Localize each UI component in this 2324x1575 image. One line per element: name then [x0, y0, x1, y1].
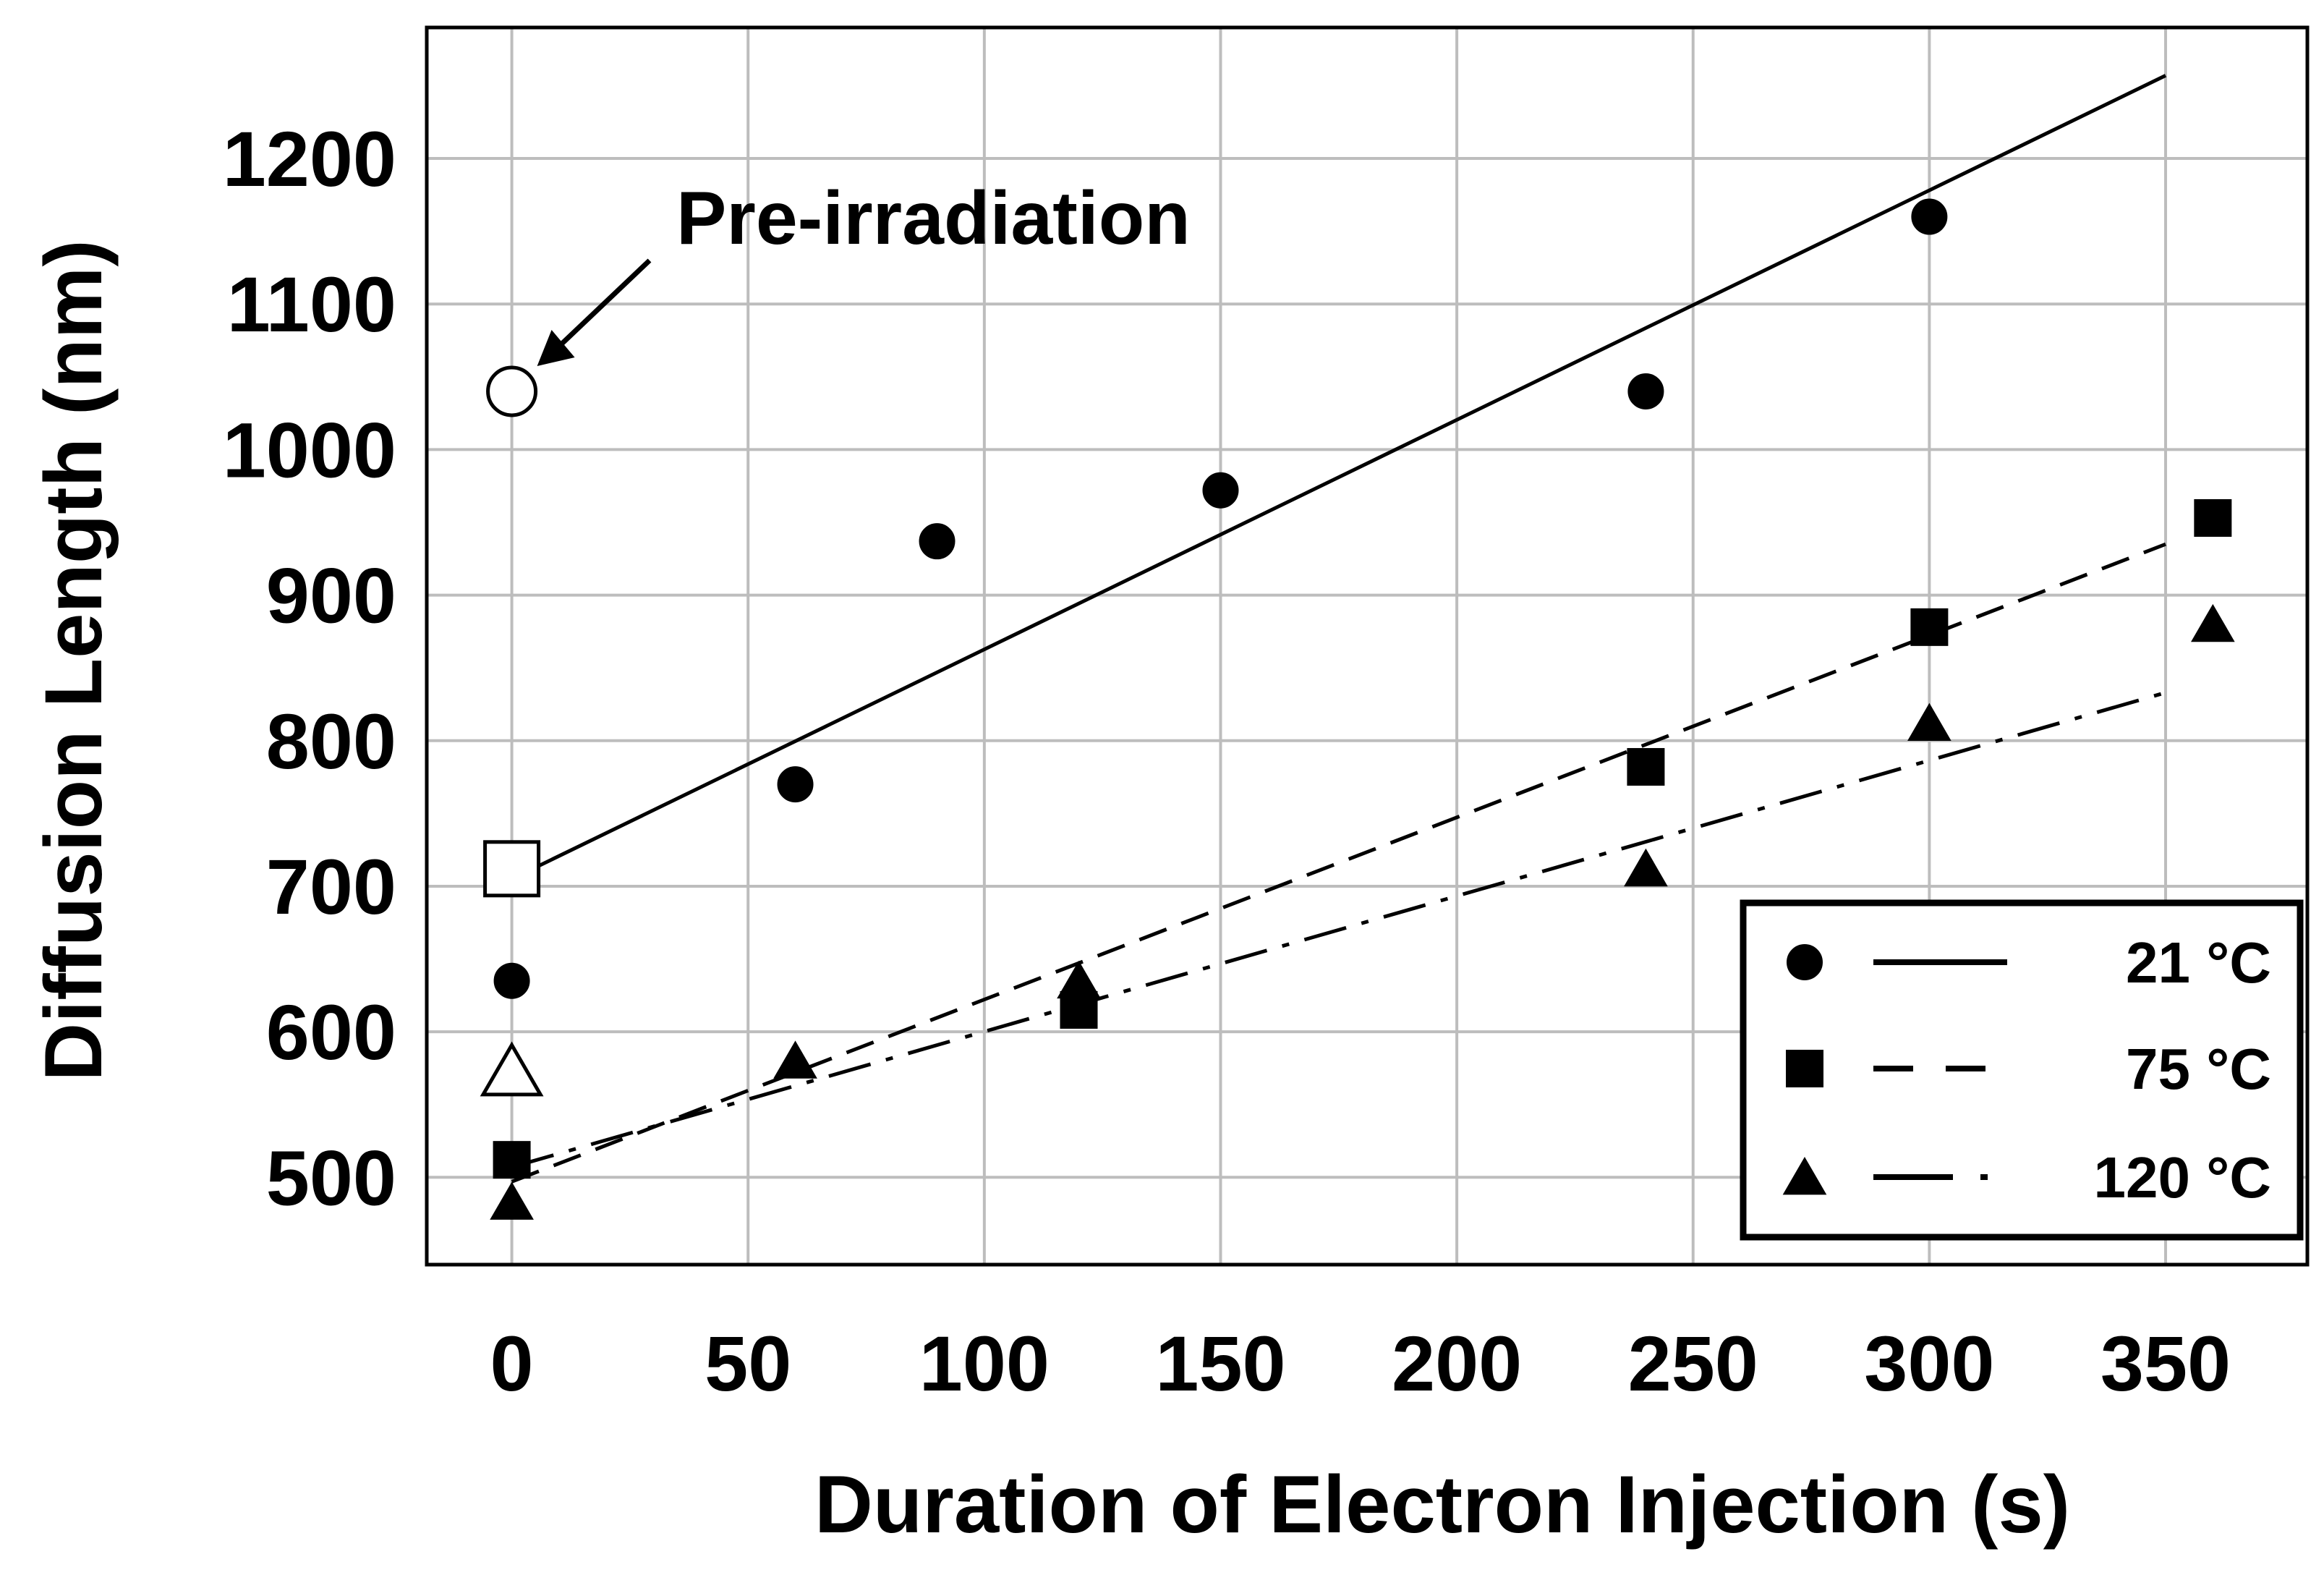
data-point-series-3 — [490, 1181, 534, 1220]
data-point-series-1 — [777, 766, 814, 803]
data-markers — [480, 198, 2235, 1220]
pre-irradiation-marker — [486, 365, 538, 417]
legend-marker-series-2 — [1786, 1050, 1823, 1087]
legend-label-series-2: 75 °C — [2126, 1037, 2271, 1101]
y-tick-label: 600 — [266, 988, 396, 1076]
x-tick-label: 0 — [490, 1320, 534, 1407]
y-axis-label: Diffusion Length (nm) — [28, 239, 119, 1081]
data-point-series-1 — [493, 962, 530, 999]
y-tick-label: 1100 — [227, 260, 396, 348]
annotation-arrowhead — [537, 329, 575, 366]
y-tick-label: 500 — [266, 1134, 396, 1221]
x-tick-label: 150 — [1155, 1320, 1285, 1407]
x-tick-label: 350 — [2100, 1320, 2231, 1407]
data-point-series-3 — [2191, 603, 2235, 642]
legend-marker-series-1 — [1787, 944, 1823, 980]
annotation-arrow-line — [556, 258, 652, 350]
y-tick-label: 800 — [266, 697, 396, 785]
y-tick-labels: 500 600 700 800 900 1000 1100 1200 — [223, 115, 396, 1221]
data-point-series-1 — [1627, 373, 1664, 409]
x-tick-label: 300 — [1864, 1320, 1994, 1407]
annotation: Pre-irradiation — [537, 177, 1191, 366]
y-tick-label: 1200 — [223, 115, 396, 203]
x-tick-labels: 0 50 100 150 200 250 300 350 — [490, 1320, 2231, 1407]
data-point-series-2 — [1627, 747, 1665, 786]
legend-box — [1740, 899, 2304, 1241]
pre-irradiation-marker — [483, 840, 541, 898]
data-point-series-3 — [773, 1040, 817, 1079]
x-tick-label: 200 — [1392, 1320, 1522, 1407]
data-point-series-1 — [1911, 198, 1948, 235]
y-tick-label: 700 — [266, 843, 396, 930]
legend-label-series-1: 21 °C — [2126, 930, 2271, 995]
x-tick-label: 250 — [1628, 1320, 1758, 1407]
data-point-series-3 — [1057, 960, 1101, 999]
data-point-series-2 — [493, 1141, 531, 1179]
legend-label-series-3: 120 °C — [2094, 1145, 2271, 1210]
legend-marker-series-3 — [1782, 1157, 1827, 1195]
plot-frame — [425, 25, 2310, 1267]
fit-line-series-3 — [511, 690, 2166, 1169]
annotation-text: Pre-irradiation — [676, 177, 1191, 260]
data-point-series-1 — [919, 523, 955, 560]
y-tick-label: 1000 — [223, 406, 396, 493]
data-point-series-3 — [1624, 848, 1668, 887]
pre-irradiation-marker — [480, 1041, 544, 1097]
fit-line-series-1 — [511, 74, 2167, 881]
data-point-series-2 — [1910, 608, 1949, 646]
y-tick-label: 900 — [266, 552, 396, 640]
x-tick-label: 100 — [919, 1320, 1050, 1407]
data-point-series-1 — [1202, 472, 1239, 509]
legend: 21 °C 75 °C 120 °C — [1740, 899, 2304, 1241]
data-point-series-3 — [1907, 702, 1951, 742]
x-tick-label: 50 — [705, 1320, 791, 1407]
data-point-series-2 — [2194, 498, 2232, 537]
x-axis-label: Duration of Electron Injection (s) — [814, 1459, 2070, 1550]
